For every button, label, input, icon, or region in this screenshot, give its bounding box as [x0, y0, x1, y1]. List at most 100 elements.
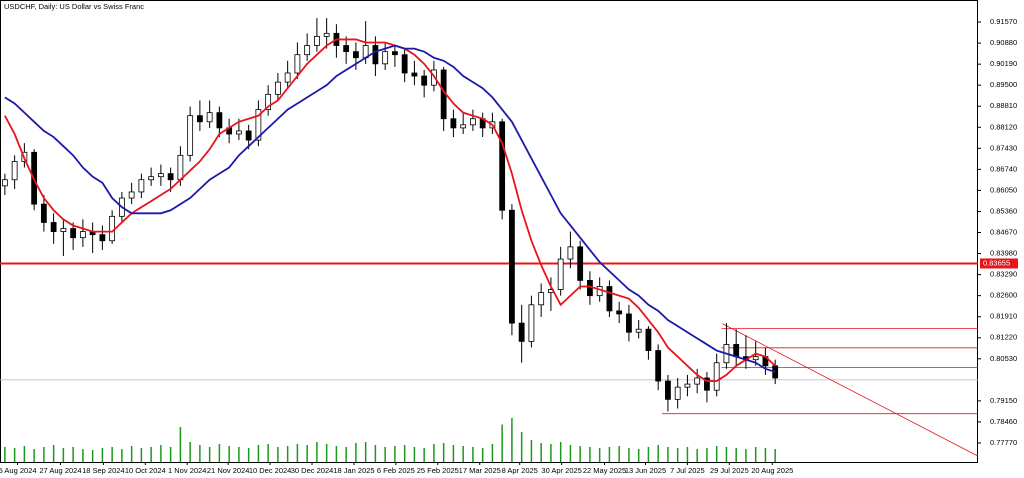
y-tick-label: 0.83290 [990, 270, 1017, 279]
candle-body [187, 115, 194, 156]
candle-body [206, 112, 213, 123]
candle-body [148, 176, 155, 181]
candle-body [138, 179, 145, 193]
candle-body [245, 130, 252, 141]
y-tick-label: 0.88810 [990, 101, 1017, 110]
x-tick-label: 13 Jun 2025 [625, 466, 666, 475]
x-tick-label: 30 Dec 2024 [291, 466, 334, 475]
candle-body [109, 215, 116, 242]
y-tick-label: 0.81220 [990, 333, 1017, 342]
candle-body [284, 72, 291, 83]
candle-body [509, 209, 515, 324]
y-tick-label: 0.86740 [990, 164, 1017, 173]
candle-body [655, 350, 662, 382]
candle-body [596, 286, 603, 297]
candle-body [401, 54, 408, 74]
candle-body [460, 124, 467, 129]
y-tick-label: 0.78460 [990, 417, 1017, 426]
x-tick-label: 1 Nov 2024 [168, 466, 206, 475]
x-tick-label: 5 Aug 2024 [0, 466, 37, 475]
y-tick-label: 0.83980 [990, 249, 1017, 258]
candle-body [577, 246, 584, 281]
candle-body [392, 51, 398, 56]
candle-body [177, 154, 184, 181]
candle-body [128, 191, 135, 199]
trend-line [722, 323, 979, 457]
candle-body [567, 246, 574, 260]
candle-body [157, 173, 164, 178]
y-tick-label: 0.89500 [990, 80, 1017, 89]
y-tick-label: 0.90190 [990, 59, 1017, 68]
x-tick-label: 17 Mar 2025 [459, 466, 501, 475]
candle-body [99, 234, 106, 242]
candle-body [196, 115, 203, 123]
chart-title: USDCHF, Daily: US Dollar vs Swiss Franc [4, 2, 144, 11]
x-tick-label: 18 Jan 2025 [333, 466, 374, 475]
y-tick-label: 0.77770 [990, 438, 1017, 447]
candle-body [255, 109, 262, 141]
x-tick-label: 10 Dec 2024 [249, 466, 292, 475]
candle-body [60, 228, 67, 232]
candle-body [353, 51, 359, 59]
y-tick-label: 0.86050 [990, 185, 1017, 194]
y-tick-label: 0.87430 [990, 143, 1017, 152]
candle-body [411, 72, 418, 77]
candle-body [313, 35, 320, 46]
candle-body [216, 112, 223, 129]
moving-average [4, 44, 776, 373]
candle-body [343, 45, 350, 53]
plot-frame [0, 0, 978, 463]
candle-body [450, 118, 457, 129]
y-tick-label: 0.79150 [990, 396, 1017, 405]
candle-body [1, 179, 8, 187]
y-tick-label: 0.81910 [990, 312, 1017, 321]
candle-body [684, 383, 691, 388]
candle-body [557, 258, 564, 290]
candle-body [382, 51, 389, 65]
candle-body [167, 173, 174, 181]
x-tick-label: 21 Nov 2024 [207, 466, 250, 475]
x-tick-label: 20 Aug 2025 [751, 466, 793, 475]
candle-body [538, 292, 545, 306]
candle-body [528, 304, 535, 342]
x-tick-label: 22 May 2025 [583, 466, 626, 475]
candle-body [665, 380, 671, 400]
y-tick-label: 0.82600 [990, 291, 1017, 300]
candle-body [40, 203, 47, 223]
x-tick-label: 10 Oct 2024 [125, 466, 166, 475]
candle-body [616, 310, 623, 315]
candle-body [265, 93, 272, 110]
candle-body [518, 322, 525, 342]
x-tick-label: 27 Aug 2024 [39, 466, 81, 475]
candle-body [587, 279, 593, 297]
candle-body [50, 222, 57, 232]
candle-body [752, 356, 759, 361]
candle-body [235, 130, 242, 135]
candle-body [421, 75, 428, 86]
candle-body [635, 328, 642, 333]
y-tick-label: 0.85360 [990, 206, 1017, 215]
x-tick-label: 29 Jul 2025 [710, 466, 749, 475]
candle-body [274, 81, 281, 95]
candle-body [733, 344, 740, 358]
x-tick-label: 25 Feb 2025 [417, 466, 459, 475]
candle-body [79, 231, 86, 239]
price-label-box [980, 258, 1018, 269]
x-tick-label: 8 Apr 2025 [502, 466, 538, 475]
candle-body [499, 121, 506, 211]
candle-body [645, 328, 652, 351]
x-tick-label: 7 Jul 2025 [670, 466, 705, 475]
candle-body [606, 286, 613, 312]
x-tick-label: 6 Feb 2025 [377, 466, 415, 475]
candle-body [470, 118, 476, 126]
y-tick-label: 0.84670 [990, 227, 1017, 236]
x-tick-label: 30 Apr 2025 [541, 466, 581, 475]
candle-body [713, 362, 720, 391]
candle-body [11, 161, 18, 181]
candle-body [704, 377, 710, 391]
candle-body [694, 377, 701, 385]
y-tick-label: 0.90880 [990, 38, 1017, 47]
y-tick-label: 0.80530 [990, 354, 1017, 363]
candle-body [323, 32, 330, 37]
